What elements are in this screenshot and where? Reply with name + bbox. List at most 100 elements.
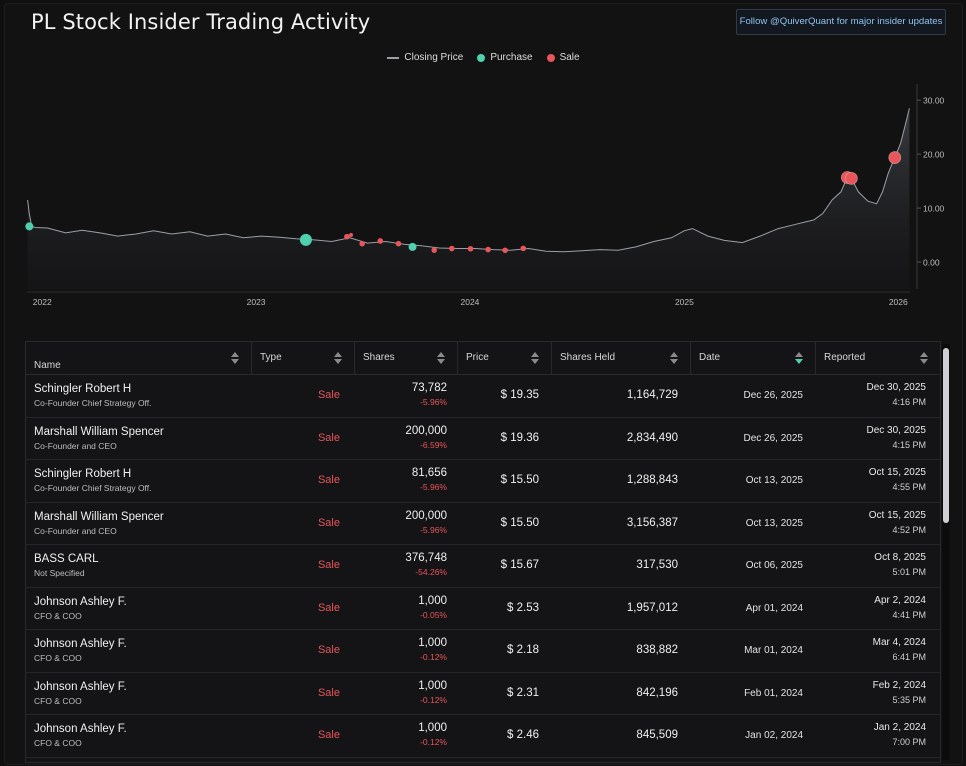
trade-date: Oct 06, 2025 — [745, 560, 803, 571]
column-header-name[interactable]: Name — [26, 342, 252, 374]
sale-marker[interactable] — [431, 247, 438, 253]
insider-name[interactable]: BASS CARL — [34, 553, 99, 565]
cell-reported: Apr 2, 2024 4:41 PM — [816, 588, 940, 630]
trade-date: Mar 01, 2024 — [744, 645, 803, 656]
cell-date: Feb 01, 2024 — [691, 673, 816, 715]
cell-date: Oct 06, 2025 — [691, 545, 816, 587]
sale-marker[interactable] — [520, 245, 527, 252]
insider-trades-table: Name Type Shares Price Shares Held Date … — [25, 341, 941, 763]
cell-date: Mar 01, 2024 — [691, 630, 816, 672]
insider-title: Co-Founder Chief Strategy Off. — [34, 483, 152, 493]
cell-shares-held: 3,156,387 — [552, 503, 691, 545]
purchase-marker[interactable] — [299, 233, 312, 246]
sale-marker[interactable] — [449, 245, 455, 252]
cell-name: Johnson Ashley F. CFO & COO — [26, 673, 252, 715]
column-header-shares-held[interactable]: Shares Held — [552, 342, 691, 374]
trade-date: Dec 26, 2025 — [743, 390, 804, 401]
table-row[interactable]: Johnson Ashley F. CFO & COO Sale 1,000 -… — [26, 630, 940, 673]
reported-time: 4:52 PM — [892, 524, 926, 535]
insider-name[interactable]: Schingler Robert H — [34, 468, 132, 480]
cell-shares: 200,000 -5.96% — [355, 503, 458, 545]
table-body: Schingler Robert H Co-Founder Chief Stra… — [26, 375, 940, 758]
cell-shares-held: 842,196 — [552, 673, 691, 715]
table-row[interactable]: Johnson Ashley F. CFO & COO Sale 1,000 -… — [26, 673, 940, 715]
legend-item-purchase[interactable]: Purchase — [477, 52, 533, 63]
sale-marker[interactable] — [349, 233, 354, 238]
insider-name[interactable]: Marshall William Spencer — [34, 425, 164, 438]
table-row[interactable]: Schingler Robert H Co-Founder Chief Stra… — [26, 460, 940, 503]
table-row[interactable]: Schingler Robert H Co-Founder Chief Stra… — [26, 375, 940, 418]
insider-name[interactable]: Marshall William Spencer — [34, 510, 164, 523]
insider-name[interactable]: Schingler Robert H — [34, 383, 132, 395]
table-row[interactable]: Marshall William Spencer Co-Founder and … — [26, 418, 940, 460]
sale-marker[interactable] — [502, 247, 508, 254]
reported-time: 4:41 PM — [892, 609, 926, 620]
reported-date: Mar 4, 2024 — [872, 637, 926, 648]
price-area — [27, 108, 910, 289]
x-tick-label: 2023 — [247, 297, 266, 307]
legend-item-closing-price[interactable]: Closing Price — [387, 52, 463, 63]
sale-marker[interactable] — [359, 240, 365, 247]
cell-price: $ 2.46 — [458, 715, 552, 757]
trade-price: $ 15.50 — [500, 516, 539, 529]
cell-reported: Oct 8, 2025 5:01 PM — [816, 545, 940, 587]
reported-date: Oct 15, 2025 — [868, 509, 926, 521]
sale-marker[interactable] — [467, 245, 474, 252]
trade-type: Sale — [317, 601, 340, 614]
legend-label: Purchase — [490, 52, 533, 63]
cell-type: Sale — [252, 418, 355, 460]
shares-traded: 81,656 — [411, 467, 447, 479]
purchase-marker[interactable] — [25, 222, 34, 231]
column-header-price[interactable]: Price — [458, 342, 552, 374]
sort-descending-icon[interactable] — [795, 352, 803, 365]
trade-type: Sale — [317, 559, 340, 571]
sort-icon[interactable] — [231, 352, 239, 365]
column-header-shares[interactable]: Shares — [355, 342, 458, 374]
trade-price: $ 2.46 — [507, 729, 539, 741]
table-row[interactable]: Marshall William Spencer Co-Founder and … — [26, 503, 940, 545]
sale-marker[interactable] — [377, 238, 384, 244]
cell-price: $ 19.35 — [458, 375, 552, 417]
insider-name[interactable]: Johnson Ashley F. — [34, 638, 127, 650]
sort-icon[interactable] — [531, 352, 539, 365]
x-tick-label: 2024 — [461, 297, 480, 307]
sale-marker[interactable] — [888, 151, 902, 164]
cell-shares-held: 838,882 — [552, 630, 691, 672]
cell-name: Schingler Robert H Co-Founder Chief Stra… — [26, 375, 252, 417]
sort-icon[interactable] — [334, 352, 342, 365]
sale-marker[interactable] — [845, 172, 858, 185]
scrollbar-thumb[interactable] — [943, 348, 949, 523]
shares-traded: 1,000 — [418, 722, 447, 734]
follow-quiverquant-button[interactable]: Follow @QuiverQuant for major insider up… — [736, 9, 946, 35]
shares-traded: 1,000 — [418, 637, 447, 649]
cell-shares-held: 317,530 — [552, 545, 691, 587]
sort-icon[interactable] — [437, 352, 445, 365]
insider-name[interactable]: Johnson Ashley F. — [34, 723, 127, 735]
page-frame: PL Stock Insider Trading Activity Follow… — [4, 3, 963, 765]
column-header-type[interactable]: Type — [252, 342, 355, 374]
table-row[interactable]: BASS CARL Not Specified Sale 376,748 -54… — [26, 545, 940, 588]
table-row[interactable]: Johnson Ashley F. CFO & COO Sale 1,000 -… — [26, 588, 940, 630]
legend-item-sale[interactable]: Sale — [546, 52, 580, 63]
purchase-marker[interactable] — [408, 242, 417, 251]
cell-reported: Dec 30, 2025 4:16 PM — [816, 375, 940, 417]
table-row[interactable]: Johnson Ashley F. CFO & COO Sale 1,000 -… — [26, 715, 940, 758]
shares-held: 3,156,387 — [626, 516, 678, 529]
shares-traded: 376,748 — [405, 552, 447, 564]
sort-icon[interactable] — [670, 352, 678, 365]
column-header-date[interactable]: Date — [691, 342, 816, 374]
column-header-reported[interactable]: Reported — [816, 342, 940, 374]
insider-name[interactable]: Johnson Ashley F. — [34, 595, 127, 608]
sale-marker[interactable] — [395, 240, 402, 247]
sale-marker[interactable] — [344, 233, 350, 240]
cell-price: $ 15.50 — [458, 460, 552, 502]
sale-marker[interactable] — [485, 246, 491, 253]
cell-date: Dec 26, 2025 — [691, 418, 816, 460]
cell-price: $ 15.50 — [458, 503, 552, 545]
cell-name: Marshall William Spencer Co-Founder and … — [26, 418, 252, 460]
header-label: Name — [34, 360, 61, 371]
insider-name[interactable]: Johnson Ashley F. — [34, 680, 127, 693]
sort-icon[interactable] — [920, 352, 928, 365]
price-chart[interactable]: 30.00 20.00 10.00 0.00 2022 2023 2024 2025 2026 — [5, 74, 962, 319]
table-scrollbar[interactable] — [942, 344, 950, 760]
